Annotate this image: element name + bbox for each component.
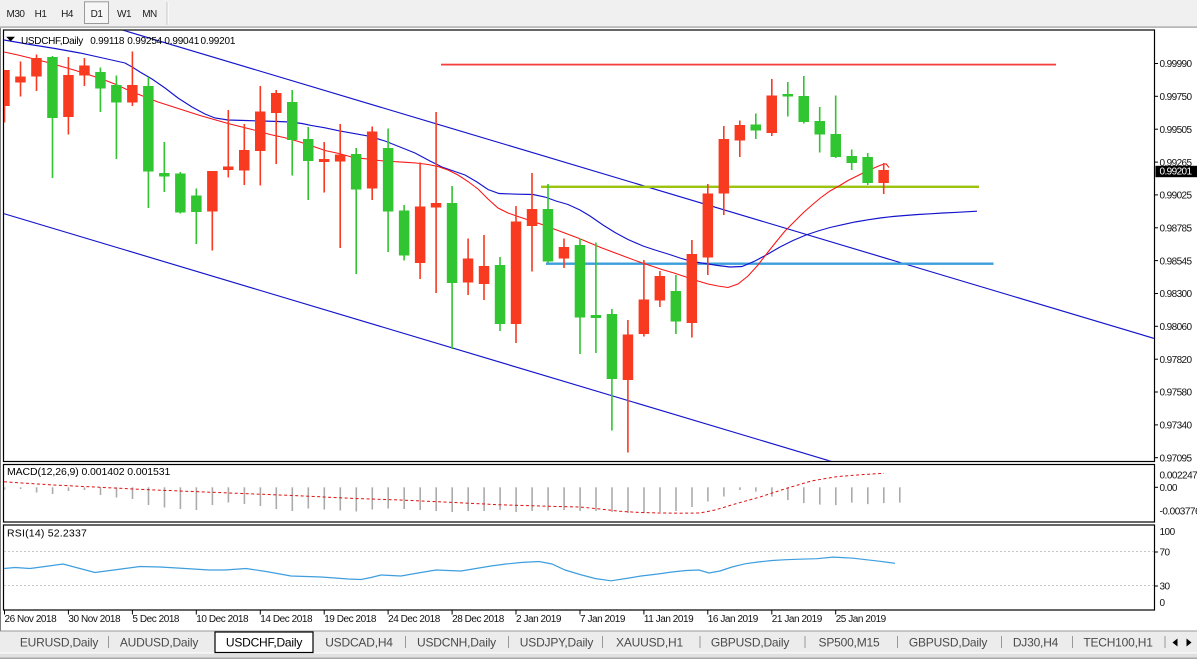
- svg-text:21 Jan 2019: 21 Jan 2019: [772, 614, 823, 625]
- svg-text:AUDUSD,Daily: AUDUSD,Daily: [120, 636, 198, 650]
- svg-text:2 Jan 2019: 2 Jan 2019: [516, 614, 562, 625]
- svg-text:GBPUSD,Daily: GBPUSD,Daily: [711, 636, 789, 650]
- svg-text:0.98060: 0.98060: [1160, 322, 1193, 333]
- svg-text:19 Dec 2018: 19 Dec 2018: [324, 614, 377, 625]
- svg-text:0.99990: 0.99990: [1160, 59, 1193, 70]
- svg-text:H4: H4: [61, 9, 74, 20]
- svg-text:0.97820: 0.97820: [1160, 355, 1193, 366]
- svg-text:M30: M30: [7, 9, 26, 20]
- svg-text:GBPUSD,Daily: GBPUSD,Daily: [909, 636, 987, 650]
- svg-text:0.99201: 0.99201: [201, 36, 236, 47]
- svg-text:24 Dec 2018: 24 Dec 2018: [388, 614, 441, 625]
- svg-text:H1: H1: [35, 9, 48, 20]
- svg-text:0: 0: [1160, 598, 1166, 609]
- svg-text:0.98300: 0.98300: [1160, 289, 1193, 300]
- svg-text:0.99041: 0.99041: [164, 36, 199, 47]
- svg-text:0.97340: 0.97340: [1160, 421, 1193, 432]
- svg-text:USDCNH,Daily: USDCNH,Daily: [417, 636, 496, 650]
- svg-text:0.00: 0.00: [1160, 483, 1178, 494]
- svg-text:10 Dec 2018: 10 Dec 2018: [196, 614, 249, 625]
- svg-text:16 Jan 2019: 16 Jan 2019: [708, 614, 759, 625]
- svg-text:70: 70: [1160, 548, 1171, 559]
- svg-text:0.99750: 0.99750: [1160, 92, 1193, 103]
- svg-text:100: 100: [1160, 527, 1176, 538]
- svg-text:USDCHF,Daily: USDCHF,Daily: [226, 636, 302, 650]
- svg-text:26 Nov 2018: 26 Nov 2018: [5, 614, 58, 625]
- svg-text:14 Dec 2018: 14 Dec 2018: [260, 614, 313, 625]
- svg-text:D1: D1: [91, 9, 104, 20]
- svg-text:11 Jan 2019: 11 Jan 2019: [644, 614, 694, 625]
- svg-text:0.99505: 0.99505: [1160, 125, 1193, 136]
- svg-text:0.99118: 0.99118: [90, 36, 125, 47]
- svg-text:SP500,M15: SP500,M15: [819, 636, 880, 650]
- svg-text:USDJPY,Daily: USDJPY,Daily: [520, 636, 594, 650]
- svg-text:EURUSD,Daily: EURUSD,Daily: [20, 636, 98, 650]
- svg-text:0.98785: 0.98785: [1160, 223, 1193, 234]
- svg-text:0.99265: 0.99265: [1160, 158, 1193, 169]
- svg-text:0.98545: 0.98545: [1160, 256, 1193, 267]
- svg-text:W1: W1: [117, 9, 132, 20]
- svg-text:30: 30: [1160, 582, 1171, 593]
- svg-text:RSI(14) 52.2337: RSI(14) 52.2337: [7, 528, 87, 540]
- svg-text:0.002247: 0.002247: [1160, 470, 1197, 481]
- svg-text:7 Jan 2019: 7 Jan 2019: [580, 614, 626, 625]
- svg-text:0.99201: 0.99201: [1160, 167, 1193, 178]
- svg-text:25 Jan 2019: 25 Jan 2019: [836, 614, 887, 625]
- svg-text:DJ30,H4: DJ30,H4: [1013, 636, 1059, 650]
- svg-text:MN: MN: [142, 9, 157, 20]
- svg-text:-0.003776: -0.003776: [1160, 506, 1197, 517]
- svg-text:30 Nov 2018: 30 Nov 2018: [68, 614, 121, 625]
- svg-text:0.99025: 0.99025: [1160, 191, 1193, 202]
- svg-text:TECH100,H1: TECH100,H1: [1083, 636, 1153, 650]
- svg-text:MACD(12,26,9) 0.001402 0.00153: MACD(12,26,9) 0.001402 0.001531: [7, 466, 171, 478]
- svg-text:0.97580: 0.97580: [1160, 388, 1193, 399]
- svg-text:0.99254: 0.99254: [127, 36, 162, 47]
- svg-text:5 Dec 2018: 5 Dec 2018: [132, 614, 180, 625]
- svg-text:USDCAD,H4: USDCAD,H4: [325, 636, 393, 650]
- svg-text:0.97095: 0.97095: [1160, 453, 1193, 464]
- svg-text:USDCHF,Daily: USDCHF,Daily: [21, 36, 83, 47]
- svg-text:XAUUSD,H1: XAUUSD,H1: [616, 636, 683, 650]
- svg-text:28 Dec 2018: 28 Dec 2018: [452, 614, 505, 625]
